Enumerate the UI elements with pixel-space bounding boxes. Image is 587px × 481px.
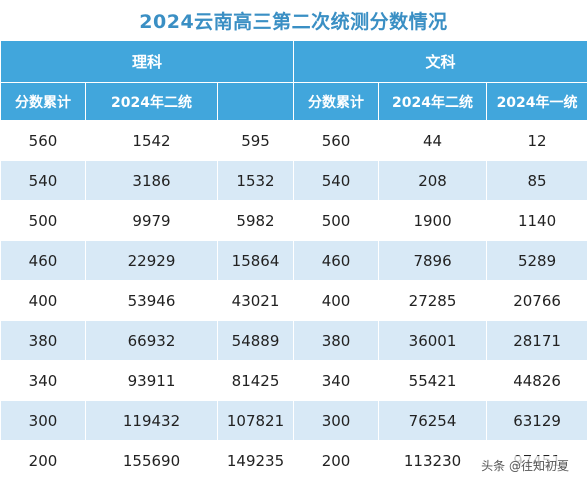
table-cell: 340 bbox=[293, 360, 380, 401]
column-header-row: 分数累计 2024年二统 分数累计 2024年二统 2024年一统 bbox=[0, 82, 587, 121]
table-cell: 119432 bbox=[85, 400, 218, 441]
table-row: 380 66932 54889 380 36001 28171 bbox=[0, 320, 587, 361]
table-cell: 200 bbox=[0, 440, 86, 481]
table-cell: 400 bbox=[293, 280, 380, 321]
table-cell: 560 bbox=[0, 120, 86, 161]
table-cell: 1900 bbox=[378, 200, 488, 241]
table-cell: 380 bbox=[293, 320, 380, 361]
table-cell: 5289 bbox=[486, 240, 587, 281]
table-cell: 3186 bbox=[85, 160, 218, 201]
table-cell: 460 bbox=[293, 240, 380, 281]
table-cell: 20766 bbox=[486, 280, 587, 321]
group-liberal-arts: 文科 bbox=[293, 40, 587, 83]
table-cell: 500 bbox=[293, 200, 380, 241]
table-cell: 107821 bbox=[216, 400, 295, 441]
table-cell: 7896 bbox=[378, 240, 488, 281]
table-cell: 208 bbox=[378, 160, 488, 201]
table-cell: 500 bbox=[0, 200, 86, 241]
table-row: 300 119432 107821 300 76254 63129 bbox=[0, 400, 587, 441]
table-cell: 113230 bbox=[378, 440, 488, 481]
table-cell: 81425 bbox=[216, 360, 295, 401]
table-row: 460 22929 15864 460 7896 5289 bbox=[0, 240, 587, 281]
table-row: 500 9979 5982 500 1900 1140 bbox=[0, 200, 587, 241]
table-cell: 340 bbox=[0, 360, 86, 401]
table-row: 540 3186 1532 540 208 85 bbox=[0, 160, 587, 201]
table-cell: 53946 bbox=[85, 280, 218, 321]
table-cell: 400 bbox=[0, 280, 86, 321]
table-cell: 28171 bbox=[486, 320, 587, 361]
group-header-row: 理科 文科 bbox=[0, 40, 587, 83]
col-arts-first: 2024年一统 bbox=[486, 82, 587, 121]
source-watermark: 头条 @往知初夏 bbox=[477, 456, 573, 475]
col-arts-second: 2024年二统 bbox=[378, 82, 488, 121]
table-cell: 36001 bbox=[378, 320, 488, 361]
table-cell: 85 bbox=[486, 160, 587, 201]
table-cell: 460 bbox=[0, 240, 86, 281]
table-cell: 12 bbox=[486, 120, 587, 161]
table-cell: 1532 bbox=[216, 160, 295, 201]
score-table: 理科 文科 分数累计 2024年二统 分数累计 2024年二统 2024年一统 … bbox=[0, 40, 587, 481]
table-cell: 43021 bbox=[216, 280, 295, 321]
table-row: 400 53946 43021 400 27285 20766 bbox=[0, 280, 587, 321]
col-science-second: 2024年二统 bbox=[85, 82, 218, 121]
table-cell: 540 bbox=[293, 160, 380, 201]
table-cell: 540 bbox=[0, 160, 86, 201]
col-science-first bbox=[216, 82, 295, 121]
table-cell: 200 bbox=[293, 440, 380, 481]
table-row: 560 1542 595 560 44 12 bbox=[0, 120, 587, 161]
table-cell: 149235 bbox=[216, 440, 295, 481]
table-row: 340 93911 81425 340 55421 44826 bbox=[0, 360, 587, 401]
table-cell: 63129 bbox=[486, 400, 587, 441]
table-cell: 76254 bbox=[378, 400, 488, 441]
table-cell: 380 bbox=[0, 320, 86, 361]
group-science: 理科 bbox=[0, 40, 295, 83]
table-cell: 27285 bbox=[378, 280, 488, 321]
table-cell: 66932 bbox=[85, 320, 218, 361]
table-cell: 44826 bbox=[486, 360, 587, 401]
page-title: 2024云南高三第二次统测分数情况 bbox=[0, 0, 587, 40]
table-cell: 595 bbox=[216, 120, 295, 161]
table-cell: 560 bbox=[293, 120, 380, 161]
table-cell: 55421 bbox=[378, 360, 488, 401]
table-cell: 44 bbox=[378, 120, 488, 161]
table-cell: 22929 bbox=[85, 240, 218, 281]
table-cell: 155690 bbox=[85, 440, 218, 481]
table-cell: 300 bbox=[293, 400, 380, 441]
table-cell: 15864 bbox=[216, 240, 295, 281]
table-cell: 54889 bbox=[216, 320, 295, 361]
table-cell: 9979 bbox=[85, 200, 218, 241]
col-arts-score: 分数累计 bbox=[293, 82, 380, 121]
table-cell: 1140 bbox=[486, 200, 587, 241]
table-cell: 300 bbox=[0, 400, 86, 441]
table-cell: 1542 bbox=[85, 120, 218, 161]
table-cell: 93911 bbox=[85, 360, 218, 401]
col-science-score: 分数累计 bbox=[0, 82, 86, 121]
table-cell: 5982 bbox=[216, 200, 295, 241]
